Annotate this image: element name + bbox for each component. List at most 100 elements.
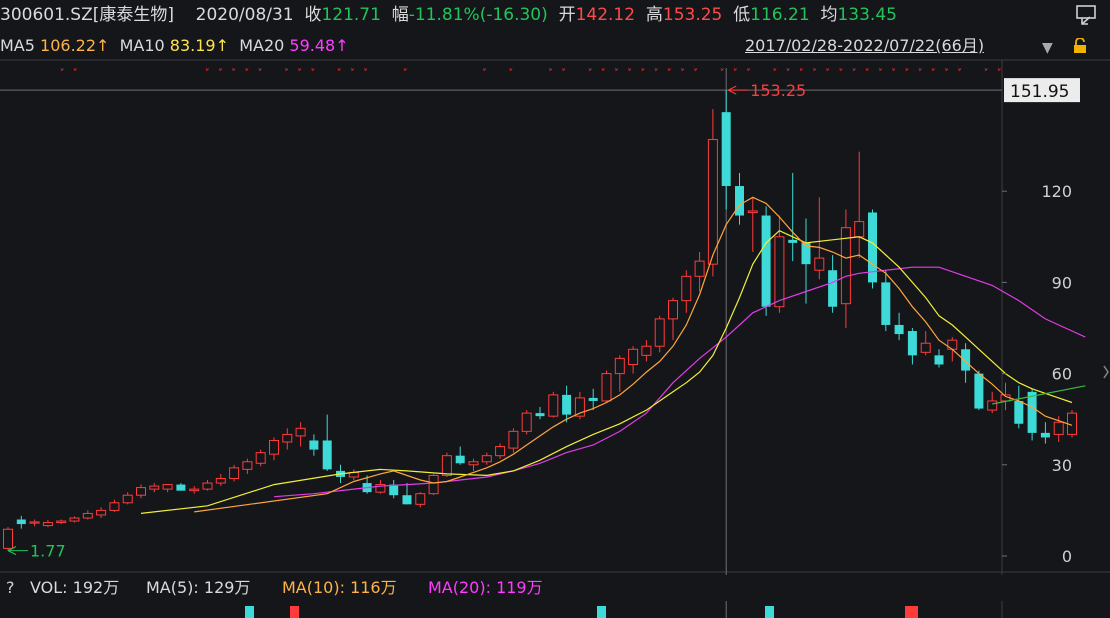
help-icon[interactable]: ? bbox=[6, 578, 15, 597]
candle-body bbox=[82, 512, 93, 519]
volume-stubs bbox=[245, 606, 918, 618]
candle-body bbox=[947, 339, 958, 350]
ma5-value: 106.22↑ bbox=[40, 36, 110, 55]
candle-body bbox=[987, 400, 998, 411]
signal-mark: ꜘ bbox=[958, 68, 962, 71]
lock-icon[interactable] bbox=[1073, 38, 1087, 54]
candle-body bbox=[721, 112, 731, 187]
candle-body bbox=[1040, 432, 1050, 438]
dropdown-icon[interactable]: ▼ bbox=[1042, 40, 1053, 56]
high-value: 153.25 bbox=[662, 5, 723, 25]
min-price-label: 1.77 bbox=[30, 542, 66, 561]
candle-body bbox=[747, 210, 758, 213]
volume-bar bbox=[909, 606, 918, 618]
date-label: 2020/08/31 bbox=[195, 5, 294, 25]
candle-body bbox=[189, 488, 200, 492]
volume-bar bbox=[245, 606, 254, 618]
signal-mark: ꜘ bbox=[403, 68, 407, 71]
ma10-line bbox=[140, 229, 1073, 514]
min-arrow-icon bbox=[7, 546, 28, 556]
candle-body bbox=[455, 455, 465, 464]
candle-body bbox=[840, 227, 851, 305]
candle-body bbox=[1014, 400, 1024, 424]
candle-body bbox=[269, 439, 279, 455]
candle-body bbox=[415, 493, 426, 505]
crosshair-price-label: 151.95 bbox=[1010, 82, 1069, 102]
signal-mark: ꜘ bbox=[826, 68, 830, 71]
candle-body bbox=[282, 433, 293, 443]
signal-mark: ꜘ bbox=[615, 68, 619, 71]
signal-mark: ꜘ bbox=[311, 68, 315, 71]
volume-legend: ? VOL: 192万 MA(5): 129万 MA(10): 116万 MA(… bbox=[0, 575, 1110, 601]
change-value: -11.81%(-16.30) bbox=[408, 5, 548, 25]
vol-ma5: MA(5): 129万 bbox=[146, 578, 251, 597]
signal-mark: ꜘ bbox=[232, 68, 236, 71]
vol-ma20: MA(20): 119万 bbox=[428, 578, 543, 597]
candle-body bbox=[255, 452, 266, 464]
candle-body bbox=[402, 495, 412, 505]
low-label: 低 bbox=[733, 5, 751, 25]
close-value: 121.71 bbox=[321, 5, 381, 25]
signal-mark: ꜘ bbox=[258, 68, 262, 71]
signal-mark: ꜘ bbox=[483, 68, 487, 71]
signal-mark: ꜘ bbox=[931, 68, 935, 71]
candle-body bbox=[3, 528, 13, 549]
signal-mark: ꜘ bbox=[562, 68, 566, 71]
candle-body bbox=[614, 357, 625, 375]
ma-legend: MA5 106.22↑ MA10 83.19↑ MA20 59.48↑ 2017… bbox=[0, 33, 1110, 59]
candle-body bbox=[468, 461, 479, 466]
signal-mark: ꜘ bbox=[667, 68, 671, 71]
ma5-label: MA5 bbox=[0, 36, 35, 55]
candle-body bbox=[149, 485, 160, 490]
close-label: 收 bbox=[304, 5, 322, 25]
candle-body bbox=[29, 521, 40, 524]
signal-mark: ꜘ bbox=[245, 68, 249, 71]
candle-body bbox=[1053, 421, 1064, 435]
candle-body bbox=[628, 348, 639, 365]
candle-body bbox=[761, 215, 771, 307]
candle-body bbox=[974, 373, 984, 409]
quote-header: 300601.SZ[康泰生物] 2020/08/31 收121.71 幅-11.… bbox=[0, 0, 1110, 30]
signal-mark: ꜘ bbox=[733, 68, 737, 71]
candle-body bbox=[242, 461, 253, 470]
candle-body bbox=[56, 520, 67, 524]
signal-mark: ꜘ bbox=[879, 68, 883, 71]
candle-body bbox=[176, 484, 186, 491]
signal-mark: ꜘ bbox=[337, 68, 341, 71]
candle-body bbox=[934, 355, 944, 365]
candle-body bbox=[136, 487, 146, 496]
vol-value: VOL: 192万 bbox=[30, 578, 120, 597]
candle-body bbox=[96, 509, 107, 516]
signal-mark: ꜘ bbox=[945, 68, 949, 71]
candle-body bbox=[668, 300, 678, 320]
open-label: 开 bbox=[558, 5, 576, 25]
candle-body bbox=[601, 373, 612, 402]
signal-mark: ꜘ bbox=[509, 68, 513, 71]
change-label: 幅 bbox=[391, 5, 409, 25]
candle-body bbox=[574, 397, 585, 417]
y-tick-label: 30 bbox=[1052, 456, 1072, 475]
candle-body bbox=[42, 522, 53, 527]
y-tick-label: 90 bbox=[1052, 273, 1072, 292]
date-range-link[interactable]: 2017/02/28-2022/07/22(66月) bbox=[745, 36, 985, 55]
ticker-label[interactable]: 300601.SZ[康泰生物] bbox=[0, 5, 175, 25]
candle-body bbox=[868, 212, 877, 283]
candle-body bbox=[641, 345, 652, 356]
avg-value: 133.45 bbox=[837, 5, 897, 25]
signal-mark: ꜘ bbox=[219, 68, 223, 71]
candle-body bbox=[654, 318, 665, 347]
y-axis: 0 30 60 90 120 151.95 bbox=[1002, 78, 1109, 566]
share-icon[interactable] bbox=[1076, 5, 1098, 25]
signal-mark: ꜘ bbox=[364, 68, 368, 71]
candle-body bbox=[109, 502, 120, 511]
signal-mark: ꜘ bbox=[905, 68, 909, 71]
candle-body bbox=[229, 467, 240, 479]
signal-mark: ꜘ bbox=[786, 68, 790, 71]
candle-body bbox=[69, 517, 80, 522]
candle-body bbox=[694, 260, 705, 277]
signal-mark: ꜘ bbox=[694, 68, 698, 71]
signal-mark: ꜘ bbox=[285, 68, 289, 71]
candle-body bbox=[562, 394, 572, 415]
ma10-value: 83.19↑ bbox=[169, 36, 230, 55]
